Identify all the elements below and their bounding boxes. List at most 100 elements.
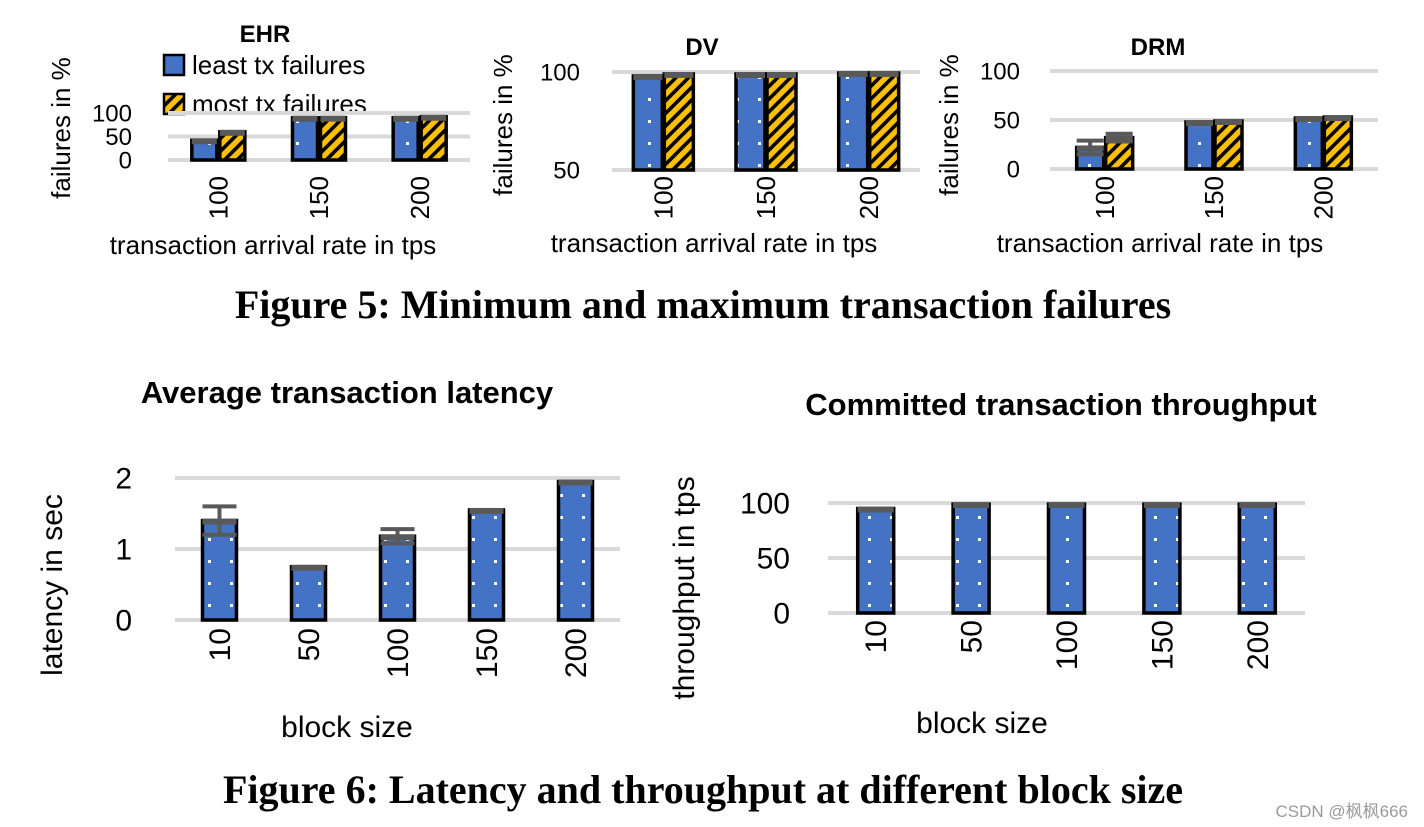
y-tick-label: 100 (740, 488, 790, 521)
bar-latency-s0-100 (378, 534, 417, 622)
bar-cap (857, 506, 894, 513)
bar-cap (664, 71, 694, 78)
watermark: CSDN @枫枫666 (1275, 802, 1408, 821)
chart-title-latency: Average transaction latency (141, 375, 554, 410)
x-axis-label-dv: transaction arrival rate in tps (551, 228, 878, 258)
plot-area-drm: 0 50 100 100 150 200 (980, 58, 1378, 219)
bar-cap (291, 564, 326, 571)
bar-ehr-s1-100 (218, 130, 247, 162)
x-axis-label-throughput: block size (916, 707, 1048, 740)
chart-title-ehr: EHR (240, 21, 291, 48)
bar-ehr-s1-200 (419, 115, 448, 162)
x-axis-label-latency: block size (281, 711, 413, 744)
chart-drm: DRM failures in % transaction arrival ra… (934, 34, 1378, 258)
x-tick-label: 200 (1308, 176, 1338, 219)
bar-cap (1239, 502, 1276, 509)
bar-dv-s1-100 (662, 72, 696, 172)
y-tick-label: 0 (773, 598, 790, 631)
bar-latency-s0-200 (556, 479, 595, 622)
bar-cap (767, 71, 796, 78)
y-tick-label: 50 (553, 157, 580, 184)
x-tick-label: 150 (1199, 176, 1229, 219)
y-axis-label-latency: latency in sec (36, 494, 69, 676)
x-tick-label: 100 (648, 176, 678, 219)
bar-latency-s0-150 (467, 508, 506, 622)
bar-cap (393, 115, 419, 122)
bar-cap (421, 114, 447, 121)
y-tick-label: 2 (115, 463, 132, 496)
plot-area-dv: 50 100 100 150 200 (540, 59, 920, 219)
bar-drm-s1-150 (1213, 119, 1244, 171)
x-tick-label: 150 (304, 176, 334, 219)
bar-cap (219, 129, 245, 136)
bar-cap (558, 479, 593, 486)
bar-cap (1186, 119, 1213, 126)
y-axis-label-drm: failures in % (934, 54, 964, 196)
chart-dv: DV failures in % transaction arrival rat… (488, 34, 920, 258)
plot-area-throughput: 0 50 100 10 50 100 150 200 (740, 488, 1305, 670)
bar-cap (838, 70, 868, 77)
bar-throughput-s0-50 (951, 502, 991, 615)
bar-cap (1143, 502, 1180, 509)
x-axis-label-ehr: transaction arrival rate in tps (110, 230, 437, 260)
bar-cap (1048, 502, 1085, 509)
bar-cap (320, 115, 346, 122)
y-tick-label: 50 (105, 124, 132, 151)
x-tick-label: 150 (471, 628, 504, 678)
bar-ehr-s0-200 (391, 115, 420, 162)
x-tick-label: 50 (956, 620, 989, 653)
bar-cap (191, 138, 217, 145)
y-tick-label: 100 (540, 59, 580, 86)
x-tick-label: 150 (751, 176, 781, 219)
x-tick-label: 200 (560, 628, 593, 678)
bar-throughput-s0-200 (1237, 502, 1278, 615)
legend: least tx failures most tx failures (162, 50, 367, 119)
x-tick-label: 100 (382, 628, 415, 678)
chart-throughput: Committed transaction throughput through… (668, 387, 1317, 740)
bar-cap (633, 73, 663, 80)
bar-ehr-s1-150 (318, 115, 348, 162)
y-tick-label: 1 (115, 534, 132, 567)
x-tick-label: 200 (854, 176, 884, 219)
chart-latency: Average transaction latency latency in s… (36, 375, 620, 744)
y-tick-label: 0 (119, 147, 132, 174)
bar-cap (1295, 116, 1323, 123)
y-axis-label-dv: failures in % (488, 54, 518, 196)
figure-5-caption: Figure 5: Minimum and maximum transactio… (235, 282, 1171, 327)
y-tick-label: 0 (115, 605, 132, 638)
bar-throughput-s0-150 (1142, 502, 1182, 615)
bar-cap (469, 507, 504, 514)
y-tick-label: 50 (993, 107, 1020, 134)
bar-cap (736, 71, 765, 78)
bar-throughput-s0-10 (855, 506, 896, 615)
bar-cap (953, 502, 990, 509)
y-tick-label: 50 (757, 543, 790, 576)
x-tick-label: 200 (1242, 620, 1275, 670)
bar-dv-s1-150 (765, 72, 798, 172)
plot-area-latency: 0 1 2 10 50 100 150 200 (115, 463, 620, 678)
chart-title-dv: DV (685, 34, 718, 61)
y-axis-label-throughput: throughput in tps (668, 476, 701, 700)
y-tick-label: 100 (980, 58, 1020, 85)
bar-throughput-s0-100 (1046, 502, 1087, 615)
y-tick-label: 0 (1007, 156, 1020, 183)
bar-drm-s0-150 (1184, 120, 1215, 171)
x-tick-label: 100 (203, 176, 233, 219)
chart-ehr: EHR least tx failures most tx failures f… (46, 21, 470, 260)
bar-cap (1324, 115, 1352, 122)
x-tick-label: 100 (1051, 620, 1084, 670)
bar-ehr-s0-150 (290, 115, 320, 162)
chart-title-drm: DRM (1131, 34, 1186, 61)
bar-dv-s0-150 (734, 72, 767, 172)
x-tick-label: 200 (405, 176, 435, 219)
bar-cap (869, 70, 899, 77)
x-tick-label: 150 (1146, 620, 1179, 670)
bar-dv-s1-200 (867, 71, 901, 172)
y-tick-label: 100 (92, 100, 132, 127)
figure-6-caption: Figure 6: Latency and throughput at diff… (223, 767, 1183, 812)
chart-title-throughput: Committed transaction throughput (805, 387, 1316, 422)
x-tick-label: 10 (860, 620, 893, 653)
bar-cap (292, 115, 318, 122)
legend-label-least: least tx failures (192, 50, 365, 80)
